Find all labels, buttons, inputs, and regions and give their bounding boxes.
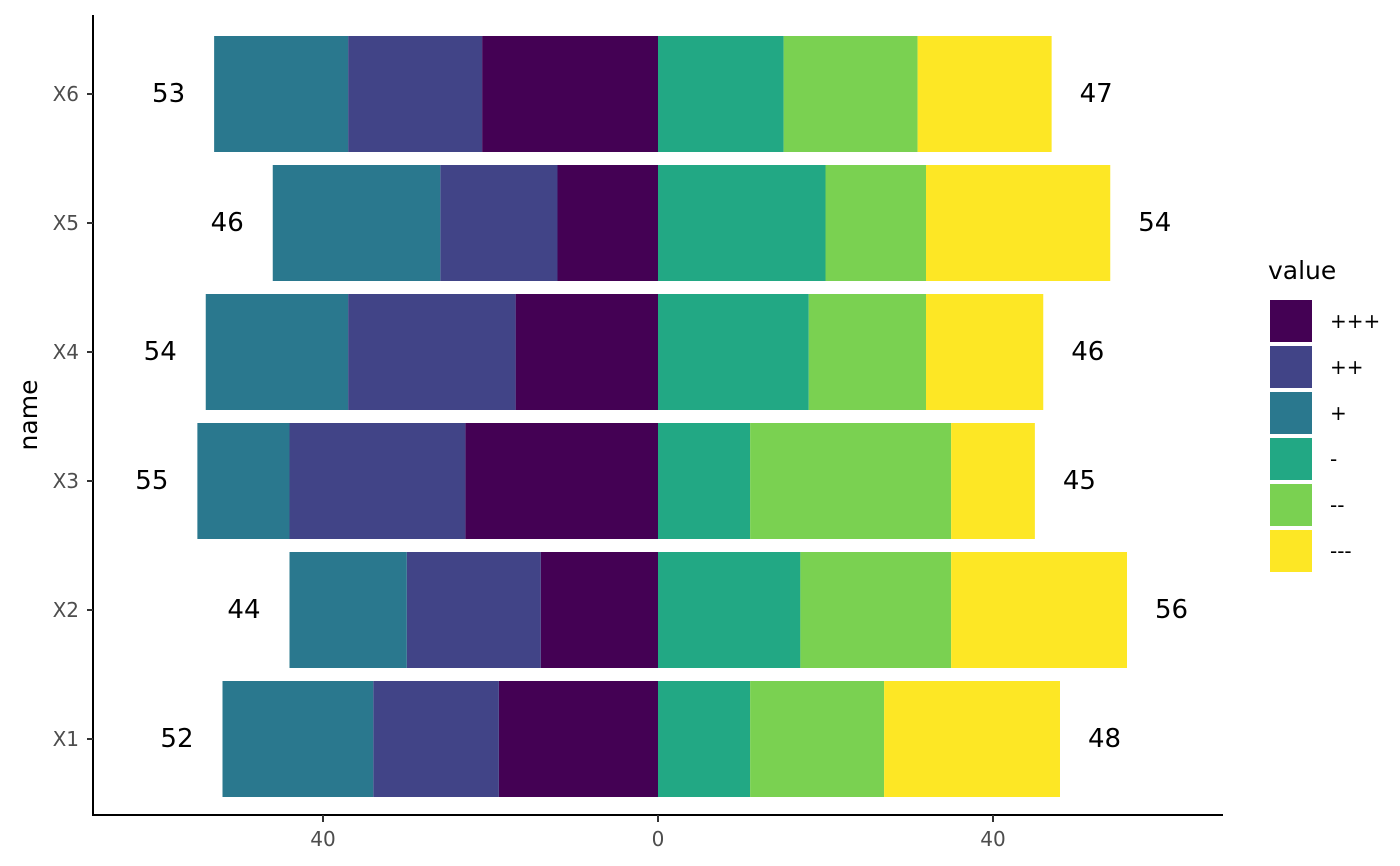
bar-segment-X2-- bbox=[658, 552, 801, 668]
bar-segment-X3---- bbox=[951, 423, 1035, 539]
bar-segment-X3-+++ bbox=[465, 423, 658, 539]
legend-label: -- bbox=[1330, 493, 1344, 517]
bar-segment-X3-+ bbox=[197, 423, 290, 539]
bar-segment-X1--- bbox=[750, 681, 885, 797]
y-axis-title: name bbox=[14, 380, 43, 451]
y-tick-label: X6 bbox=[53, 82, 79, 106]
legend-label: --- bbox=[1330, 539, 1352, 563]
x-tick-label: 40 bbox=[980, 827, 1005, 851]
bar-segment-X2---- bbox=[951, 552, 1127, 668]
bar-segment-X4-++ bbox=[348, 294, 516, 410]
positive-total-label: 46 bbox=[1071, 337, 1104, 367]
bar-segment-X5-+++ bbox=[557, 165, 658, 281]
y-tick-label: X3 bbox=[53, 469, 79, 493]
bar-segment-X2-++ bbox=[406, 552, 541, 668]
y-tick-label: X5 bbox=[53, 211, 79, 235]
bar-segment-X4-+ bbox=[205, 294, 349, 410]
bar-segment-X2--- bbox=[800, 552, 952, 668]
negative-total-label: 46 bbox=[211, 208, 244, 238]
bar-segment-X6-++ bbox=[348, 36, 483, 152]
bar-segment-X5-++ bbox=[440, 165, 558, 281]
y-tick-label: X1 bbox=[53, 727, 79, 751]
bar-segment-X1-- bbox=[658, 681, 751, 797]
bar-segment-X4-+++ bbox=[515, 294, 658, 410]
positive-total-label: 56 bbox=[1155, 595, 1188, 625]
bar-segment-X1-+++ bbox=[498, 681, 658, 797]
legend-label: + bbox=[1330, 401, 1347, 425]
bar-segment-X6--- bbox=[783, 36, 918, 152]
y-tick-label: X4 bbox=[53, 340, 79, 364]
bar-segment-X6-+++ bbox=[482, 36, 658, 152]
legend-title: value bbox=[1268, 256, 1336, 285]
legend-key--- bbox=[1270, 484, 1312, 526]
bar-segment-X6-+ bbox=[214, 36, 349, 152]
y-axis-ticks: X1 X2 X3 X4 X5 X6 bbox=[53, 82, 93, 751]
negative-total-label: 54 bbox=[144, 337, 177, 367]
positive-total-label: 47 bbox=[1080, 79, 1113, 109]
bar-segment-X5--- bbox=[825, 165, 926, 281]
y-tick-label: X2 bbox=[53, 598, 79, 622]
legend-label: +++ bbox=[1330, 309, 1380, 333]
x-axis-ticks: 40 0 40 bbox=[310, 815, 1006, 851]
positive-total-label: 45 bbox=[1063, 466, 1096, 496]
legend-key-++ bbox=[1270, 346, 1312, 388]
bar-segment-X4--- bbox=[808, 294, 926, 410]
bars-layer bbox=[197, 36, 1127, 797]
negative-total-label: 52 bbox=[160, 724, 193, 754]
bar-segment-X4-- bbox=[658, 294, 809, 410]
positive-total-label: 48 bbox=[1088, 724, 1121, 754]
legend: value ++++++------ bbox=[1268, 256, 1380, 572]
bar-labels-layer: 52 48 44 56 55 45 54 46 46 54 53 47 bbox=[135, 79, 1188, 754]
x-tick-label: 0 bbox=[652, 827, 665, 851]
bar-segment-X1-+ bbox=[222, 681, 374, 797]
legend-key---- bbox=[1270, 530, 1312, 572]
bar-segment-X6-- bbox=[658, 36, 784, 152]
x-tick-label: 40 bbox=[310, 827, 335, 851]
bar-segment-X1-++ bbox=[373, 681, 499, 797]
bar-segment-X5-+ bbox=[272, 165, 441, 281]
legend-label: - bbox=[1330, 447, 1337, 471]
bar-segment-X4---- bbox=[926, 294, 1044, 410]
negative-total-label: 53 bbox=[152, 79, 185, 109]
negative-total-label: 44 bbox=[227, 595, 260, 625]
bar-segment-X2-+++ bbox=[540, 552, 658, 668]
negative-total-label: 55 bbox=[135, 466, 168, 496]
legend-key-- bbox=[1270, 438, 1312, 480]
legend-key-+++ bbox=[1270, 300, 1312, 342]
bar-segment-X5---- bbox=[926, 165, 1111, 281]
bar-segment-X3-++ bbox=[289, 423, 466, 539]
bar-segment-X5-- bbox=[658, 165, 826, 281]
bar-segment-X3--- bbox=[750, 423, 952, 539]
bar-segment-X3-- bbox=[658, 423, 751, 539]
bar-segment-X2-+ bbox=[289, 552, 407, 668]
bar-segment-X1---- bbox=[884, 681, 1060, 797]
bar-segment-X6---- bbox=[917, 36, 1052, 152]
legend-label: ++ bbox=[1330, 355, 1364, 379]
legend-key-+ bbox=[1270, 392, 1312, 434]
positive-total-label: 54 bbox=[1138, 208, 1171, 238]
